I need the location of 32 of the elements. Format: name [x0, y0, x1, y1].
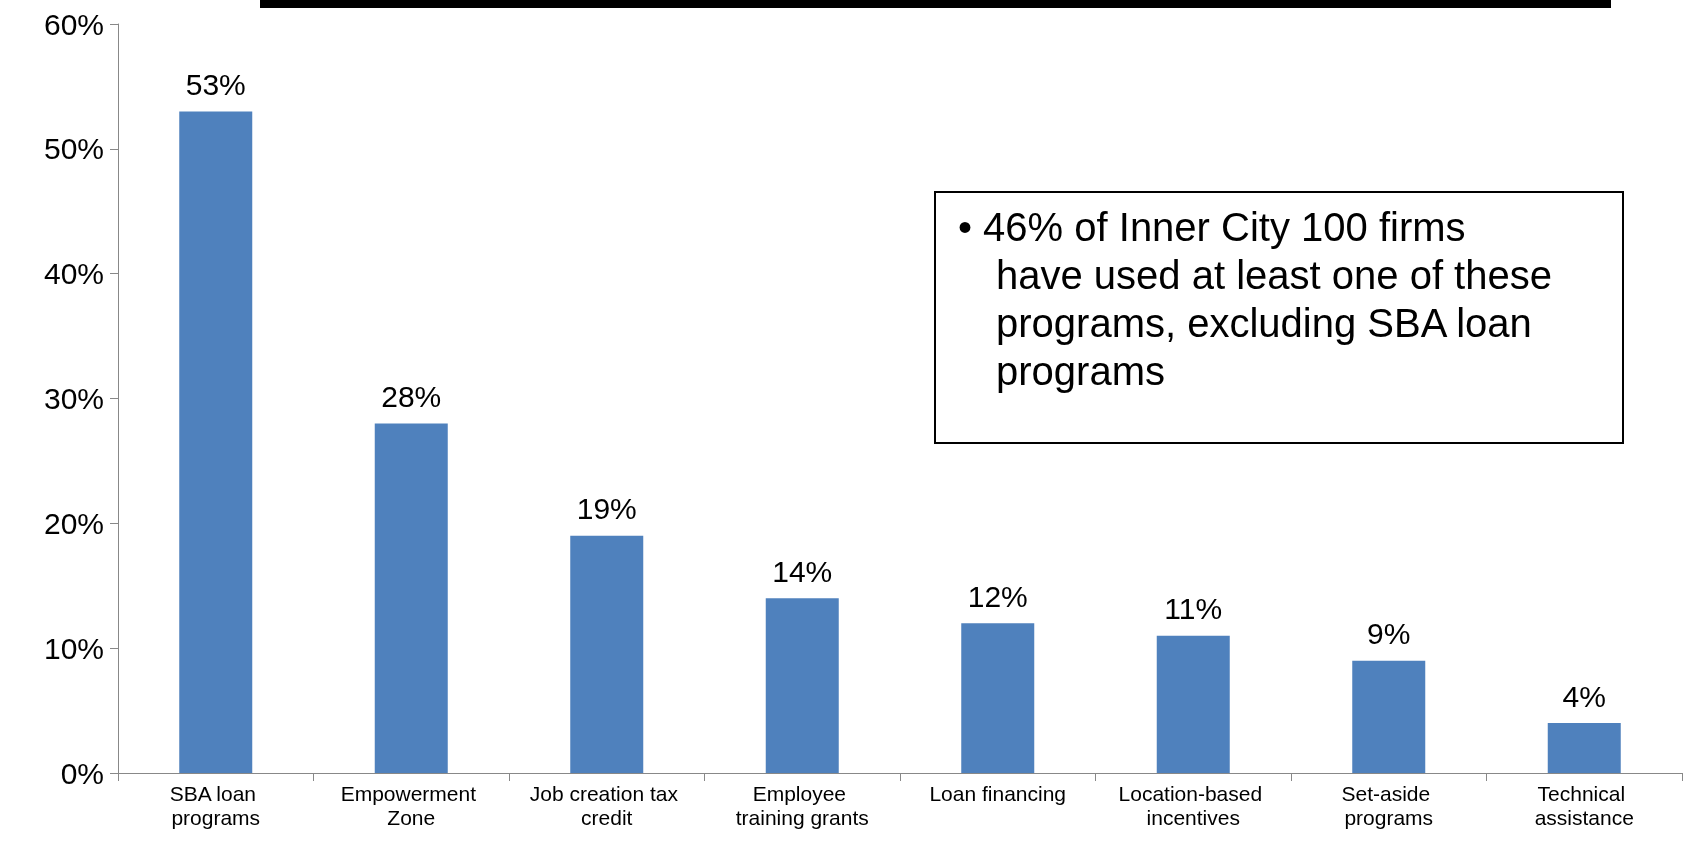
- y-tick-label: 20%: [43, 506, 104, 540]
- y-tick-label: 0%: [60, 756, 104, 790]
- x-tick-label: Job creation tax credit: [529, 781, 684, 829]
- bar: [1352, 660, 1426, 773]
- bar: [765, 598, 839, 773]
- x-tick-label: Employee training grants: [735, 781, 869, 829]
- bar: [374, 423, 448, 773]
- x-tick-label: Location-based incentives: [1118, 781, 1268, 829]
- data-label: 4%: [1562, 679, 1606, 713]
- x-tick-label: Loan financing: [929, 781, 1067, 805]
- y-tick-label: 10%: [43, 631, 104, 665]
- data-label: 9%: [1367, 617, 1411, 651]
- x-tick-label: Technical assistance: [1534, 781, 1634, 829]
- data-label: 12%: [967, 579, 1028, 613]
- y-tick-label: 60%: [43, 7, 104, 41]
- bar: [961, 623, 1035, 773]
- data-label: 14%: [772, 554, 833, 588]
- y-tick-label: 50%: [43, 132, 104, 166]
- bar: [1156, 635, 1230, 773]
- data-label: 28%: [381, 379, 442, 413]
- x-tick-label: SBA loan programs: [169, 781, 262, 829]
- y-tick-label: 40%: [43, 257, 104, 291]
- bar: [1547, 723, 1621, 773]
- x-tick-label: Set-aside programs: [1341, 781, 1437, 829]
- data-label: 19%: [576, 492, 637, 526]
- bar: [570, 535, 644, 773]
- annotation: • 46% of Inner City 100 firms have used at least one of these programs, excluding SBA loan programs: [934, 191, 1624, 444]
- x-tick-label: Empowerment Zone: [340, 781, 482, 829]
- data-label: 11%: [1164, 592, 1223, 626]
- data-label: 53%: [185, 67, 246, 101]
- y-tick-label: 30%: [43, 382, 104, 415]
- bar: [179, 111, 253, 773]
